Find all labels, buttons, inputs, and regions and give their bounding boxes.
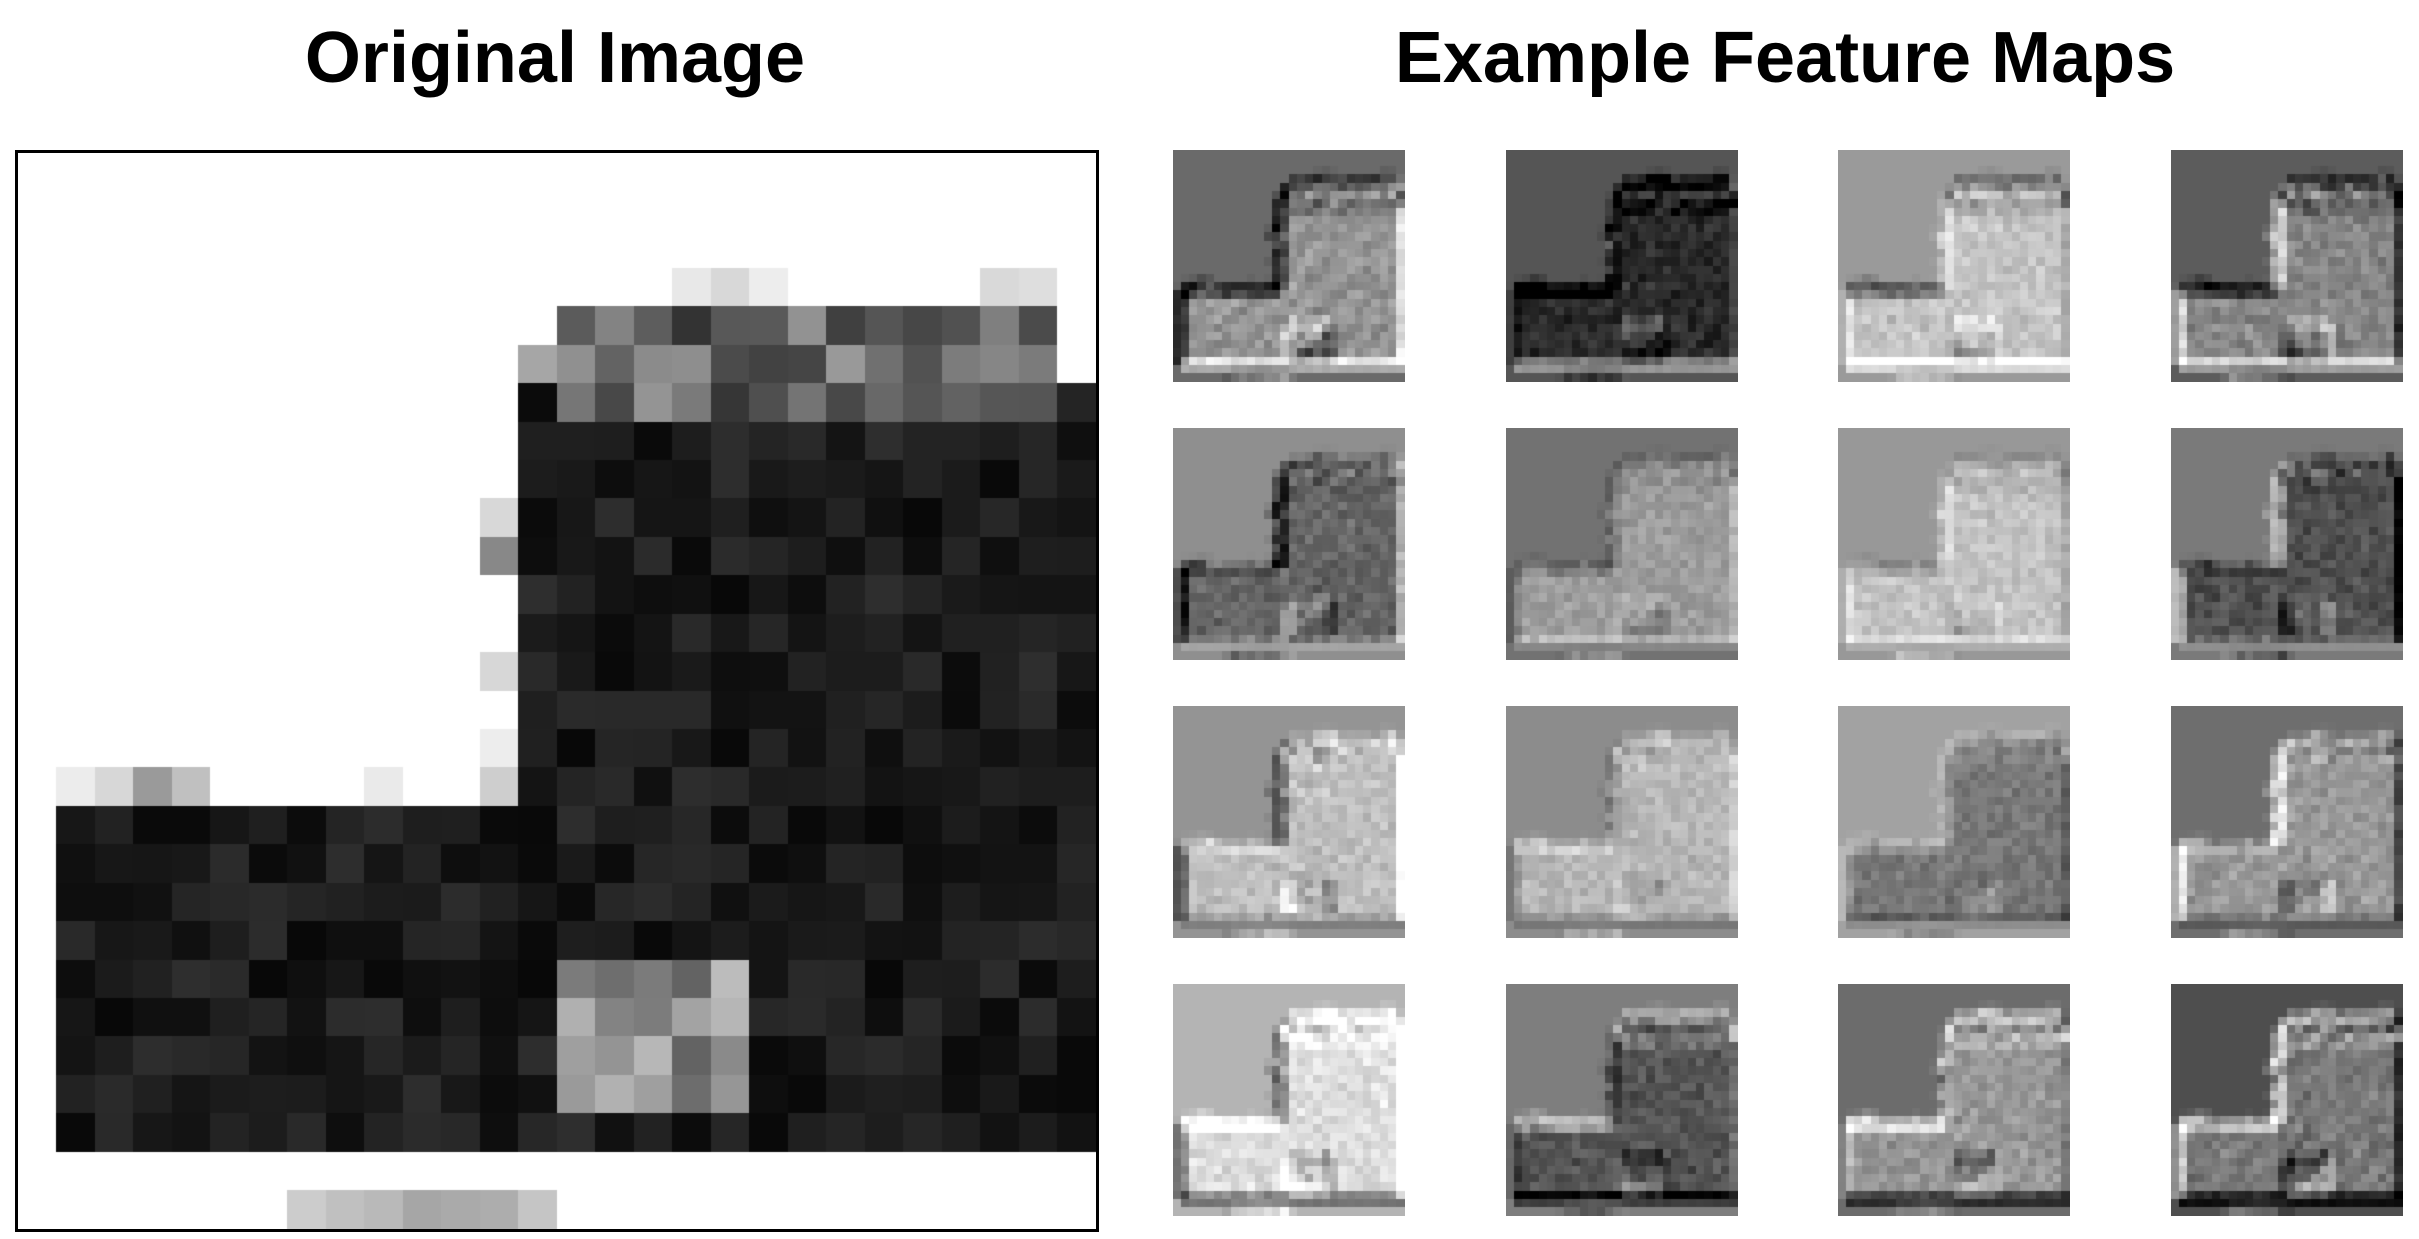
feature-map-image: [1173, 150, 1405, 382]
feature-map-6: [1506, 428, 1738, 660]
feature-map-image: [1506, 428, 1738, 660]
feature-map-8: [2171, 428, 2403, 660]
feature-map-2: [1506, 150, 1738, 382]
feature-map-image: [1173, 706, 1405, 938]
feature-map-13: [1173, 984, 1405, 1216]
feature-map-image: [2171, 984, 2403, 1216]
feature-map-15: [1838, 984, 2070, 1216]
boot-image: [18, 153, 1096, 1229]
feature-map-image: [1838, 706, 2070, 938]
feature-map-image: [1838, 428, 2070, 660]
feature-map-image: [2171, 428, 2403, 660]
feature-map-image: [1173, 984, 1405, 1216]
feature-map-image: [1173, 428, 1405, 660]
feature-map-14: [1506, 984, 1738, 1216]
feature-map-5: [1173, 428, 1405, 660]
feature-map-12: [2171, 706, 2403, 938]
original-image-frame: [15, 150, 1099, 1232]
feature-map-3: [1838, 150, 2070, 382]
feature-map-image: [1506, 150, 1738, 382]
feature-map-image: [1838, 984, 2070, 1216]
feature-map-11: [1838, 706, 2070, 938]
feature-maps-title: Example Feature Maps: [1394, 18, 2176, 98]
feature-map-image: [1506, 706, 1738, 938]
feature-map-10: [1506, 706, 1738, 938]
feature-map-image: [1838, 150, 2070, 382]
feature-map-image: [2171, 150, 2403, 382]
feature-map-image: [2171, 706, 2403, 938]
feature-maps-grid: [1173, 150, 2403, 1216]
feature-map-7: [1838, 428, 2070, 660]
feature-map-4: [2171, 150, 2403, 382]
feature-map-9: [1173, 706, 1405, 938]
feature-map-1: [1173, 150, 1405, 382]
feature-map-16: [2171, 984, 2403, 1216]
original-image-title: Original Image: [304, 18, 806, 98]
feature-map-image: [1506, 984, 1738, 1216]
